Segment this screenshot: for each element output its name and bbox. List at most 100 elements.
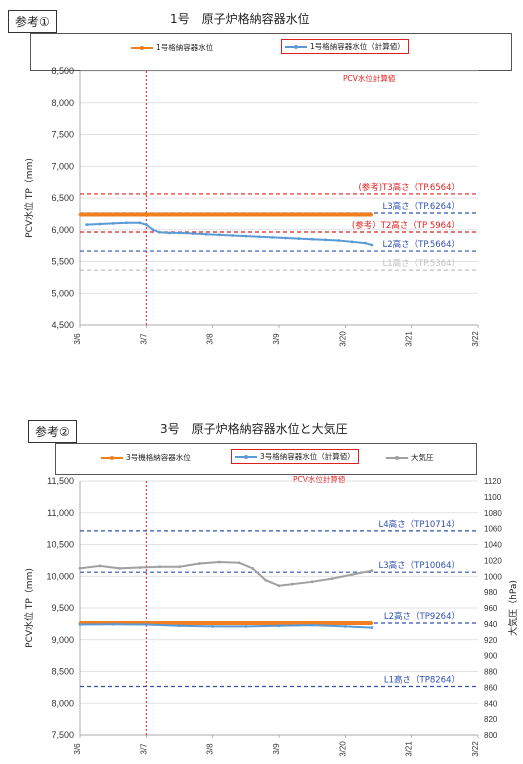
chart1-series-2-point xyxy=(337,239,341,242)
chart2-y2tick-label: 800 xyxy=(484,731,498,740)
chart2-series-2-point xyxy=(144,623,148,626)
chart2-ytick-label: 7,500 xyxy=(51,730,74,740)
chart1-ref-label-2: L3高さ（TP.6264） xyxy=(383,201,460,212)
chart2-y2tick-label: 1060 xyxy=(484,525,502,534)
chart2-y2label: 大気圧（hPa) xyxy=(507,580,519,636)
chart2-series-3-point xyxy=(118,566,122,570)
chart1-ytick-label: 4,500 xyxy=(51,320,74,330)
chart2-series-3-point xyxy=(310,580,314,584)
chart1-legend: 1号格納容器水位 1号格納容器水位（計算値） xyxy=(30,33,512,71)
chart1-series-2-point xyxy=(144,223,148,227)
chart1-ytick-label: 8,500 xyxy=(51,66,74,76)
chart2-series-2-point xyxy=(111,622,115,626)
chart2-series-3-point xyxy=(350,573,354,577)
chart2-legend-label-3: 大気圧 xyxy=(411,453,434,462)
chart1-legend-label-2: 1号格納容器水位（計算値） xyxy=(310,42,405,51)
chart1-legend-item-1: 1号格納容器水位 xyxy=(131,42,213,53)
chart2-y2tick-label: 920 xyxy=(484,636,498,645)
chart1-ytick-label: 7,000 xyxy=(51,161,74,171)
chart2-legend-item-3: 大気圧 xyxy=(386,452,434,463)
chart2-series-3-point xyxy=(98,564,102,568)
chart2-series-3-point xyxy=(158,565,162,569)
chart2-y2tick-label: 960 xyxy=(484,604,498,613)
chart2-series-2-point xyxy=(370,626,374,630)
chart2-xtick-label: 3/21 xyxy=(405,741,414,757)
chart2-y2tick-label: 840 xyxy=(484,699,498,708)
chart2-y2tick-label: 860 xyxy=(484,683,498,692)
chart1-xtick-label: 3/9 xyxy=(272,333,281,345)
chart1-series-1-point xyxy=(370,213,374,216)
chart1-series-2-point xyxy=(204,232,208,236)
chart2-ref-label-1: L4高さ（TP10714） xyxy=(378,519,460,530)
chart1-xtick-label: 3/20 xyxy=(338,331,347,347)
chart2-series-3-line xyxy=(79,560,373,587)
chart2-series-2-point xyxy=(78,623,82,626)
chart1-legend-item-2: 1号格納容器水位（計算値） xyxy=(281,39,409,54)
chart2-y2tick-label: 1000 xyxy=(484,572,502,581)
chart2-series-2-point xyxy=(343,625,347,628)
chart1-ytick-label: 8,000 xyxy=(51,98,74,108)
chart1-ref-label-1: (参考)T3高さ（TP.6564） xyxy=(358,182,460,193)
chart2-legend-item-2: 3号格納容器水位（計算値） xyxy=(231,449,359,464)
chart1-series-2-point xyxy=(324,238,327,242)
chart1-ref-label-3: (参考）T2高さ（TP 5964） xyxy=(352,220,460,231)
chart2-series-2-point xyxy=(310,623,314,627)
chart1-series-2-line xyxy=(86,221,373,246)
chart2-xtick-label: 3/7 xyxy=(139,743,148,755)
chart1-series-2-point xyxy=(111,222,115,225)
chart2-ytick-label: 10,500 xyxy=(46,540,74,550)
chart2-series-3-point xyxy=(178,565,181,569)
chart1-calc-note: PCV水位計算値 xyxy=(343,74,396,83)
chart2-ytick-label: 11,000 xyxy=(47,508,74,518)
chart2-series-3-point xyxy=(330,577,334,581)
chart2-xtick-label: 3/20 xyxy=(338,741,347,757)
chart2-legend: 3号機格納容器水位 3号格納容器水位（計算値） 大気圧 xyxy=(55,443,477,475)
chart2-series-2-line xyxy=(79,623,372,629)
chart2-ylabel: PCV水位 TP（mm) xyxy=(23,568,35,648)
chart1-series-2-point xyxy=(257,235,261,239)
chart1-series-2-point xyxy=(151,228,155,232)
chart2-legend-item-1: 3号機格納容器水位 xyxy=(101,452,191,463)
chart2-series-3-point xyxy=(78,566,82,570)
chart2-series-3-point xyxy=(370,569,374,573)
chart2-ytick-label: 11,500 xyxy=(47,476,74,486)
chart1-tag: 参考① xyxy=(8,10,57,33)
chart1-series-2-point xyxy=(284,236,288,240)
chart2-y2tick-label: 880 xyxy=(484,668,498,677)
chart2-ref-label-2: L3高さ（TP10064） xyxy=(378,560,460,571)
chart1-series-2-point xyxy=(310,237,314,241)
chart2-xtick-label: 3/22 xyxy=(471,741,480,757)
chart1-xtick-label: 3/21 xyxy=(405,331,414,347)
chart2-legend-label-1: 3号機格納容器水位 xyxy=(126,453,191,462)
chart1-series-2-point xyxy=(191,232,195,235)
chart2-xtick-label: 3/9 xyxy=(272,743,281,755)
chart1-series-2-point xyxy=(231,234,234,237)
chart2-series-3-point xyxy=(251,566,254,570)
chart1-series-2-point xyxy=(125,221,128,225)
chart2-series-3-point xyxy=(277,584,281,588)
chart1-ref-label-5: L1高さ（TP.5364） xyxy=(383,258,460,269)
chart2-y2tick-label: 980 xyxy=(484,588,498,597)
chart2-series-3-point xyxy=(138,566,142,569)
chart2-series-3-point xyxy=(264,578,268,582)
chart1-ytick-label: 7,500 xyxy=(51,130,74,140)
chart2-legend-label-2: 3号格納容器水位（計算値） xyxy=(260,452,355,461)
chart1-ref-label-4: L2高さ（TP.5664） xyxy=(383,239,460,250)
chart2-series-2-point xyxy=(211,625,215,628)
chart2-y2tick-label: 1100 xyxy=(484,493,502,502)
chart1-xtick-label: 3/7 xyxy=(139,333,148,345)
chart2-xtick-label: 3/8 xyxy=(206,743,215,755)
chart2-ref-label-3: L2高さ（TP9264） xyxy=(384,611,460,622)
chart1-xtick-label: 3/8 xyxy=(206,333,215,345)
chart2-series-2-point xyxy=(178,624,181,628)
chart1-series-2-point xyxy=(158,230,162,234)
chart2-ytick-label: 8,000 xyxy=(51,698,74,708)
chart2-series-3-point xyxy=(217,560,221,564)
chart2-ytick-label: 9,500 xyxy=(51,603,74,613)
chart2-series-3-point xyxy=(198,562,201,565)
chart1-ytick-label: 6,500 xyxy=(51,193,74,203)
chart1-series-2-point xyxy=(138,221,142,225)
chart1-legend-label-1: 1号格納容器水位 xyxy=(156,43,214,52)
chart1-ytick-label: 5,000 xyxy=(51,288,74,298)
